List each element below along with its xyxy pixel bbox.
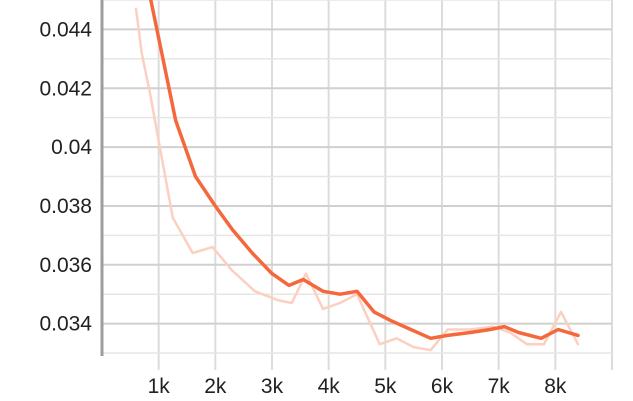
x-tick-label: 6k (431, 375, 454, 398)
x-tick-label: 7k (488, 375, 511, 398)
grid (102, 0, 613, 370)
y-tick-label: 0.04 (51, 136, 92, 159)
x-tick-label: 4k (318, 375, 341, 398)
x-tick-label: 1k (148, 375, 171, 398)
raw-series-line (134, 7, 580, 352)
y-tick-label: 0.038 (39, 195, 92, 218)
x-tick-label: 2k (204, 375, 227, 398)
y-tick-label: 0.044 (39, 18, 92, 41)
x-tick-label: 8k (544, 375, 567, 398)
x-tick-label: 3k (261, 375, 284, 398)
y-tick-labels: 0.034 0.036 0.038 0.04 0.042 0.044 (39, 18, 92, 335)
x-tick-label: 5k (374, 375, 397, 398)
series-lines (134, 0, 580, 352)
x-tick-labels: 1k 2k 3k 4k 5k 6k 7k 8k (148, 375, 567, 398)
y-tick-label: 0.034 (39, 313, 92, 336)
smoothed-series-line (149, 0, 580, 341)
y-tick-label: 0.042 (39, 77, 92, 100)
y-tick-label: 0.036 (39, 254, 92, 277)
